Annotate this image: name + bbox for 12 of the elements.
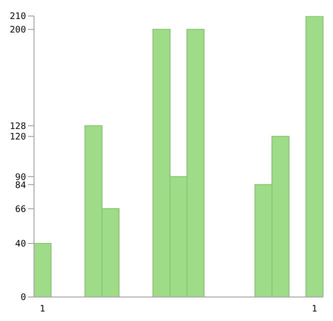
y-tick-label: 128 [10,122,26,132]
x-tick-label: 1 [312,304,318,314]
y-tick-label: 210 [10,12,26,22]
x-tick-label: 1 [40,304,46,314]
bar [306,16,324,297]
y-tick-label: 84 [15,180,26,191]
y-tick-label: 40 [15,240,26,250]
y-tick-label: 200 [10,26,26,36]
y-tick-label: 0 [20,293,26,304]
bar [34,242,52,297]
y-tick-label: 66 [15,204,26,215]
y-tick-label: 120 [10,132,26,143]
